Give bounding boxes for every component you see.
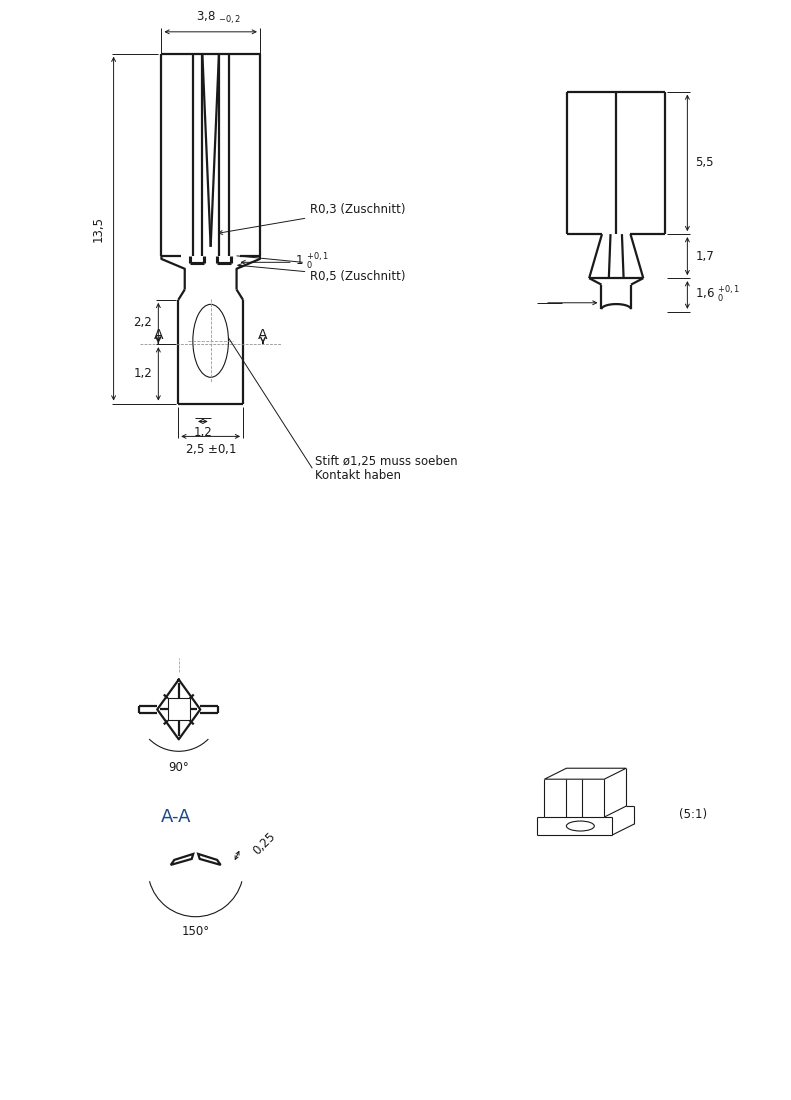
Polygon shape <box>171 854 193 865</box>
Text: R0,3 (Zuschnitt): R0,3 (Zuschnitt) <box>218 202 406 234</box>
Text: Stift ø1,25 muss soeben: Stift ø1,25 muss soeben <box>316 454 458 467</box>
Text: Kontakt haben: Kontakt haben <box>316 469 401 482</box>
Text: 2,2: 2,2 <box>134 316 153 329</box>
Text: (5:1): (5:1) <box>679 807 707 821</box>
Polygon shape <box>199 854 221 865</box>
Text: 5,5: 5,5 <box>695 156 713 169</box>
Text: 0,25: 0,25 <box>251 830 278 858</box>
Text: 150°: 150° <box>182 925 210 937</box>
Text: A-A: A-A <box>161 808 191 826</box>
Text: 90°: 90° <box>168 761 189 774</box>
Text: R0,5 (Zuschnitt): R0,5 (Zuschnitt) <box>238 264 406 283</box>
Text: 1,7: 1,7 <box>695 250 714 263</box>
Text: 13,5: 13,5 <box>92 216 104 242</box>
Text: 2,5 $\pm$0,1: 2,5 $\pm$0,1 <box>185 442 237 456</box>
Text: 1,2: 1,2 <box>134 367 153 381</box>
Text: 1,6 $^{+0,1}_{0}$: 1,6 $^{+0,1}_{0}$ <box>695 285 740 305</box>
Text: 1,2: 1,2 <box>194 427 212 439</box>
Text: A: A <box>153 328 163 342</box>
Text: 1 $^{+0,1}_{0}$: 1 $^{+0,1}_{0}$ <box>295 252 329 273</box>
Text: A: A <box>258 328 267 342</box>
Text: 3,8 $_{-0,2}$: 3,8 $_{-0,2}$ <box>196 10 241 25</box>
